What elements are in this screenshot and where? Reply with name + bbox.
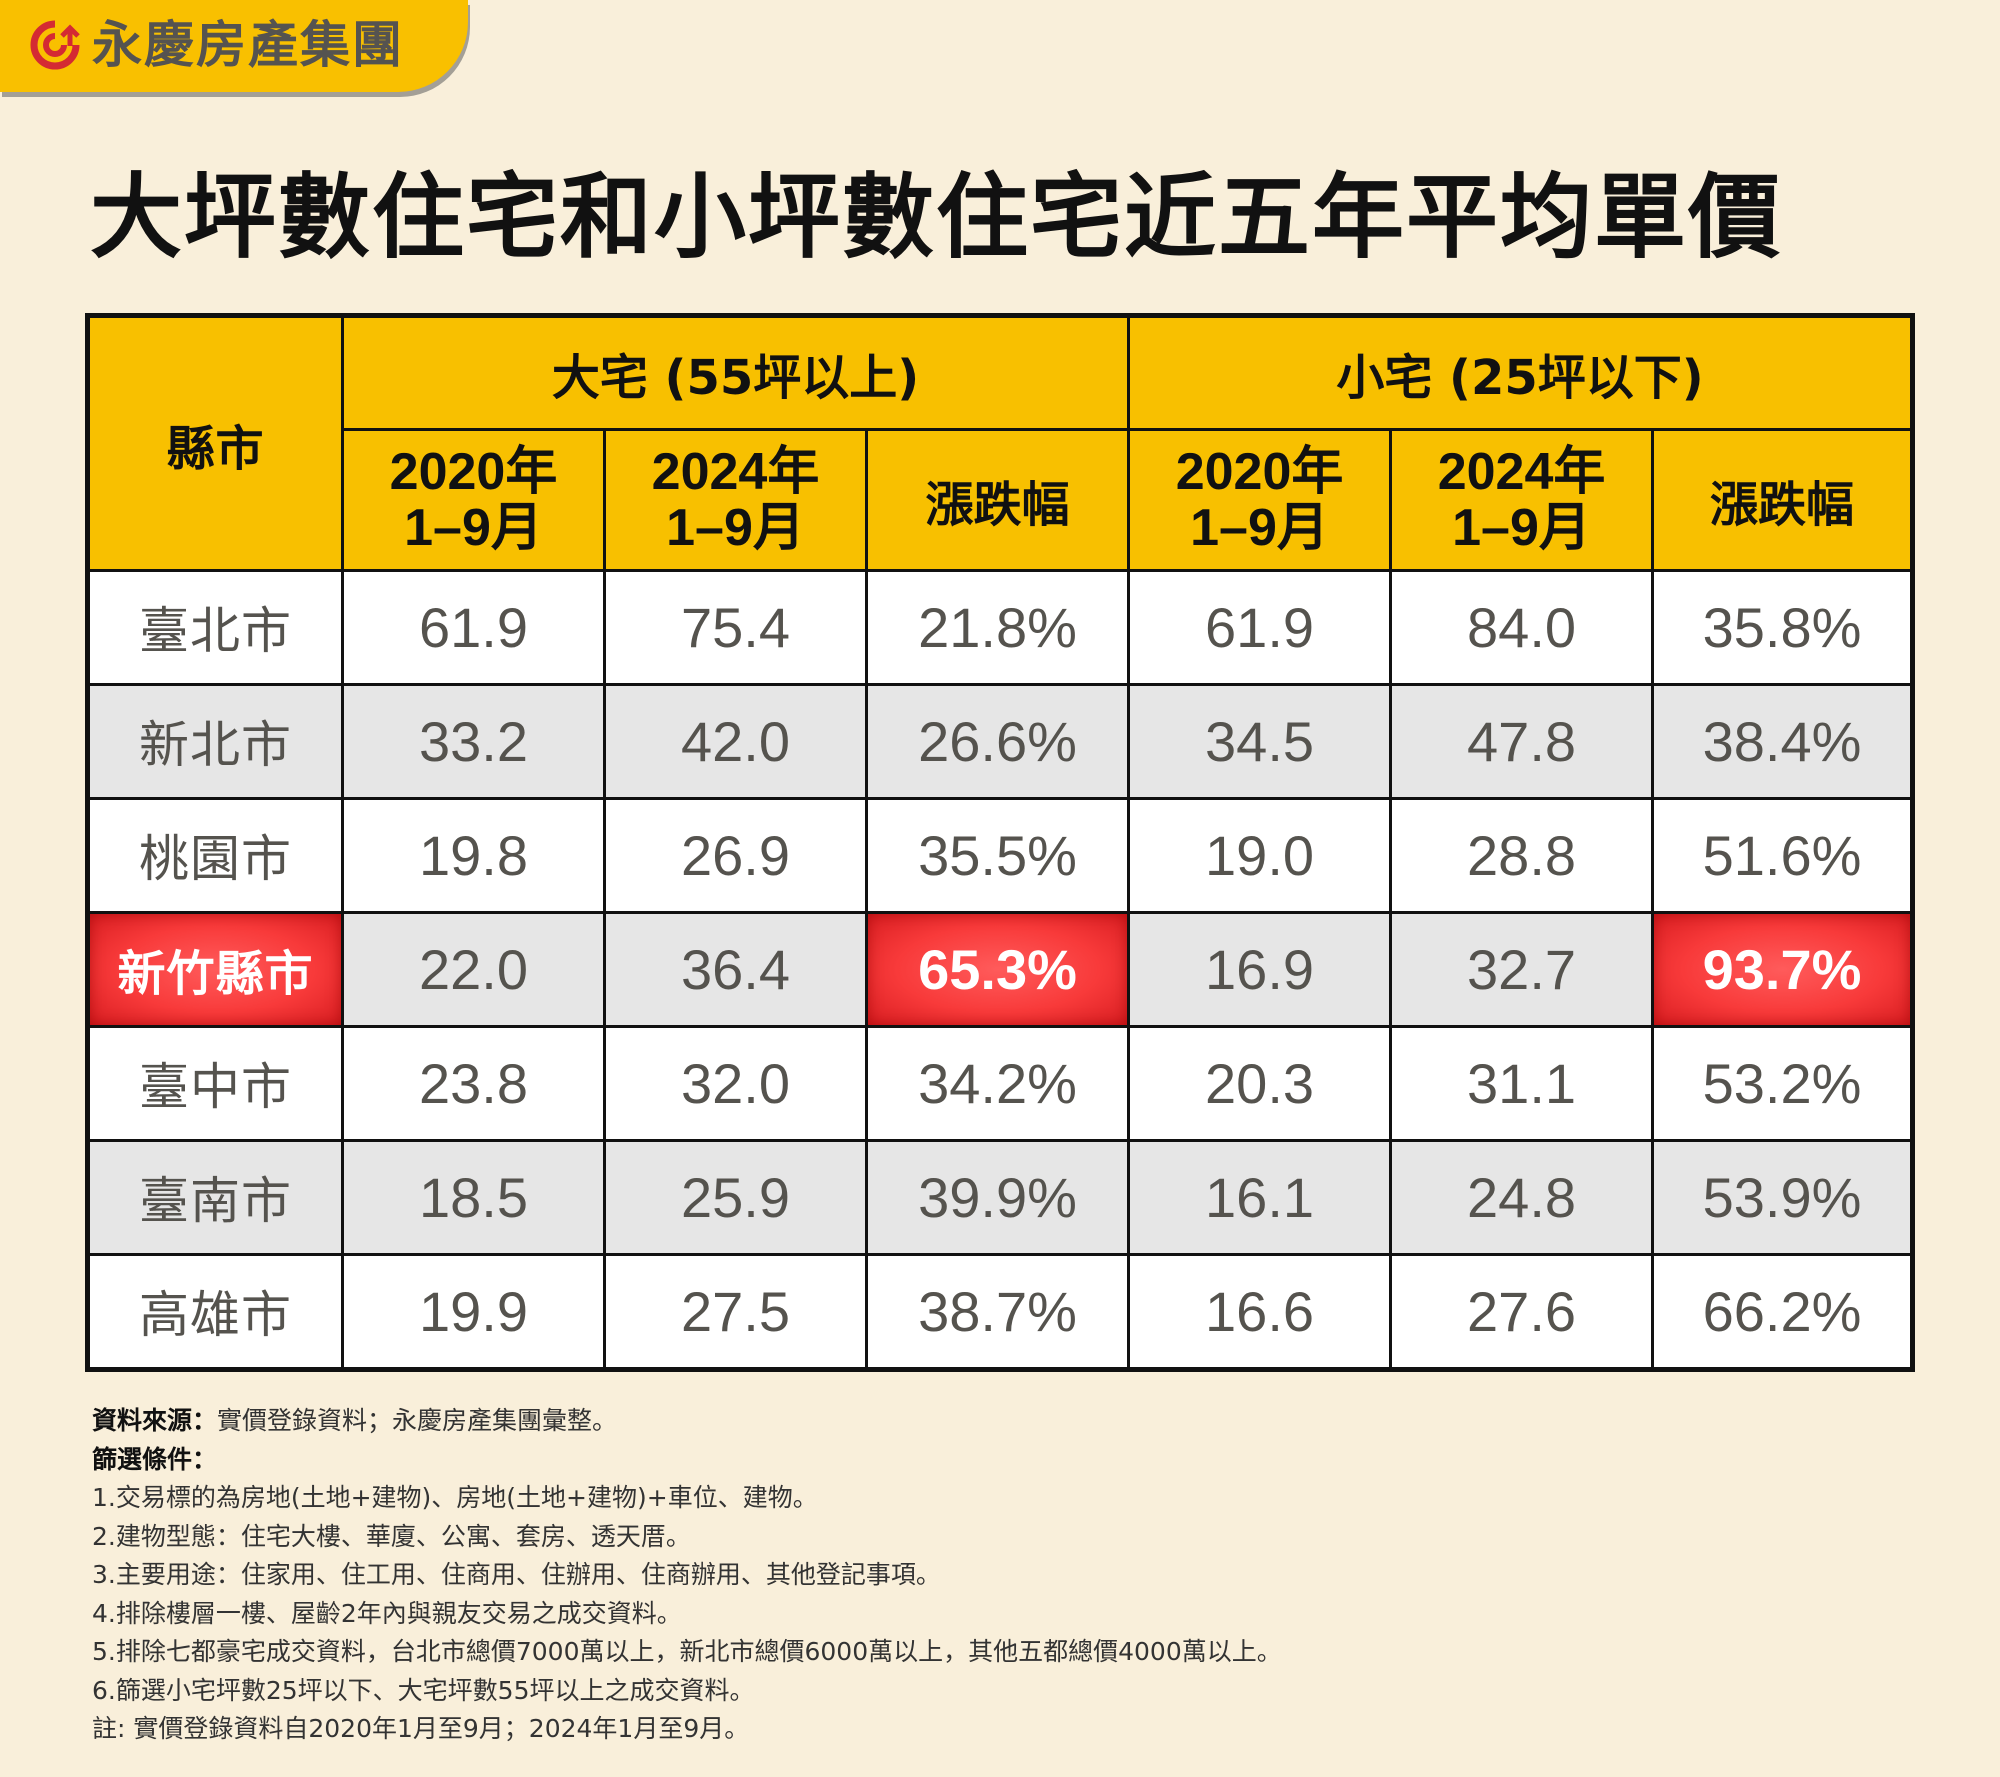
- small-change-cell: 35.8%: [1651, 569, 1915, 686]
- small-2020-cell: 16.6: [1127, 1252, 1393, 1372]
- col-header-large-2024: 2024年 1–9月: [603, 428, 868, 572]
- small-2024-cell: 24.8: [1389, 1138, 1655, 1256]
- large-2020-cell: 19.9: [341, 1252, 606, 1372]
- table-row: 臺南市 18.5 25.9 39.9% 16.1 24.8 53.9%: [86, 1138, 1915, 1256]
- small-change-cell: 66.2%: [1651, 1252, 1915, 1372]
- small-change-cell-highlighted: 93.7%: [1651, 910, 1915, 1028]
- criteria-item: 1.交易標的為房地(土地+建物)、房地(土地+建物)+車位、建物。: [92, 1483, 818, 1512]
- table-row: 臺北市 61.9 75.4 21.8% 61.9 84.0 35.8%: [86, 569, 1915, 686]
- large-2020-cell: 19.8: [341, 796, 606, 914]
- large-2020-cell: 23.8: [341, 1024, 606, 1142]
- small-change-cell: 53.9%: [1651, 1138, 1915, 1256]
- large-2024-cell: 42.0: [603, 682, 868, 800]
- col-months: 1–9月: [1452, 499, 1591, 557]
- col-header-large-2020: 2020年 1–9月: [341, 428, 606, 572]
- large-2024-cell: 36.4: [603, 910, 868, 1028]
- large-2020-cell: 18.5: [341, 1138, 606, 1256]
- county-cell: 桃園市: [86, 796, 344, 914]
- price-comparison-table: 縣市 大宅 (55坪以上) 小宅 (25坪以下) 2020年 1–9月 2024…: [85, 313, 1916, 1372]
- col-year: 2024年: [1437, 443, 1606, 501]
- table-row: 新北市 33.2 42.0 26.6% 34.5 47.8 38.4%: [86, 682, 1915, 800]
- brand-name: 永慶房產集團: [92, 16, 404, 74]
- large-2020-cell: 33.2: [341, 682, 606, 800]
- group-header-large: 大宅 (55坪以上): [340, 314, 1131, 431]
- county-cell: 新北市: [86, 682, 344, 800]
- source-line: 資料來源：實價登錄資料；永慶房產集團彙整。: [92, 1402, 1282, 1441]
- col-months: 1–9月: [404, 499, 543, 557]
- small-2024-cell: 27.6: [1389, 1252, 1655, 1372]
- small-2024-cell: 31.1: [1389, 1024, 1655, 1142]
- criteria-item: 5.排除七都豪宅成交資料，台北市總價7000萬以上，新北市總價6000萬以上，其…: [92, 1637, 1282, 1666]
- criteria-label: 篩選條件：: [92, 1444, 218, 1474]
- large-change-cell: 26.6%: [864, 682, 1131, 800]
- col-year: 2020年: [1175, 443, 1344, 501]
- county-cell: 臺中市: [86, 1024, 344, 1142]
- group-header-small: 小宅 (25坪以下): [1127, 314, 1915, 431]
- small-change-cell: 53.2%: [1651, 1024, 1915, 1142]
- county-cell: 高雄市: [86, 1252, 344, 1372]
- col-header-small-change: 漲跌幅: [1651, 428, 1915, 572]
- small-2020-cell: 16.9: [1127, 910, 1393, 1028]
- brand-banner: 永慶房產集團: [0, 0, 468, 92]
- large-change-cell: 35.5%: [864, 796, 1131, 914]
- large-change-cell: 21.8%: [864, 569, 1131, 686]
- col-header-small-2024: 2024年 1–9月: [1389, 428, 1655, 572]
- col-header-small-2020: 2020年 1–9月: [1127, 428, 1393, 572]
- note-line: 註: 實價登錄資料自2020年1月至9月；2024年1月至9月。: [92, 1714, 750, 1743]
- small-change-cell: 38.4%: [1651, 682, 1915, 800]
- small-2020-cell: 20.3: [1127, 1024, 1393, 1142]
- small-2020-cell: 34.5: [1127, 682, 1393, 800]
- small-2020-cell: 19.0: [1127, 796, 1393, 914]
- county-cell-highlighted: 新竹縣市: [86, 910, 344, 1028]
- small-2020-cell: 16.1: [1127, 1138, 1393, 1256]
- col-year: 2020年: [389, 443, 558, 501]
- col-header-large-change: 漲跌幅: [864, 428, 1131, 572]
- footnotes: 資料來源：實價登錄資料；永慶房產集團彙整。 篩選條件： 1.交易標的為房地(土地…: [92, 1402, 1282, 1749]
- source-text: 實價登錄資料；永慶房產集團彙整。: [217, 1406, 618, 1435]
- large-2024-cell: 32.0: [603, 1024, 868, 1142]
- small-2024-cell: 32.7: [1389, 910, 1655, 1028]
- page-title: 大坪數住宅和小坪數住宅近五年平均單價: [90, 164, 1783, 271]
- small-change-cell: 51.6%: [1651, 796, 1915, 914]
- county-header: 縣市: [86, 314, 344, 572]
- table-row-highlighted: 新竹縣市 22.0 36.4 65.3% 16.9 32.7 93.7%: [86, 910, 1915, 1028]
- large-2020-cell: 61.9: [341, 569, 606, 686]
- large-2020-cell: 22.0: [341, 910, 606, 1028]
- large-change-cell: 39.9%: [864, 1138, 1131, 1256]
- large-change-cell: 34.2%: [864, 1024, 1131, 1142]
- col-year: 2024年: [651, 443, 820, 501]
- yongqing-logo-icon: [30, 20, 80, 70]
- small-2024-cell: 84.0: [1389, 569, 1655, 686]
- large-2024-cell: 75.4: [603, 569, 868, 686]
- large-change-cell-highlighted: 65.3%: [864, 910, 1131, 1028]
- table-row: 高雄市 19.9 27.5 38.7% 16.6 27.6 66.2%: [86, 1252, 1915, 1372]
- large-2024-cell: 25.9: [603, 1138, 868, 1256]
- small-2024-cell: 28.8: [1389, 796, 1655, 914]
- county-cell: 臺南市: [86, 1138, 344, 1256]
- criteria-item: 4.排除樓層一樓、屋齡2年內與親友交易之成交資料。: [92, 1598, 682, 1628]
- large-2024-cell: 26.9: [603, 796, 868, 914]
- large-change-cell: 38.7%: [864, 1252, 1131, 1372]
- large-2024-cell: 27.5: [603, 1252, 868, 1372]
- col-months: 1–9月: [666, 499, 805, 557]
- small-2024-cell: 47.8: [1389, 682, 1655, 800]
- table-row: 臺中市 23.8 32.0 34.2% 20.3 31.1 53.2%: [86, 1024, 1915, 1142]
- criteria-item: 6.篩選小宅坪數25坪以下、大宅坪數55坪以上之成交資料。: [92, 1675, 755, 1705]
- criteria-item: 2.建物型態：住宅大樓、華廈、公寓、套房、透天厝。: [92, 1521, 691, 1551]
- col-months: 1–9月: [1190, 499, 1329, 557]
- small-2020-cell: 61.9: [1127, 569, 1393, 686]
- source-label: 資料來源：: [92, 1406, 218, 1435]
- county-cell: 臺北市: [86, 569, 344, 686]
- table-row: 桃園市 19.8 26.9 35.5% 19.0 28.8 51.6%: [86, 796, 1915, 914]
- criteria-item: 3.主要用途：住家用、住工用、住商用、住辦用、住商辦用、其他登記事項。: [92, 1560, 941, 1589]
